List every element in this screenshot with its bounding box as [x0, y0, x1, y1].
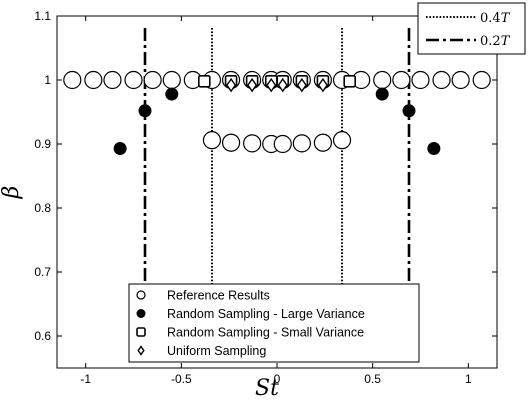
marker-reference — [136, 290, 146, 300]
y-tick-label: 0.7 — [34, 265, 51, 279]
marker-large-variance — [165, 87, 179, 101]
marker-legend: Reference Results Random Sampling - Large… — [128, 283, 420, 363]
data-markers — [63, 70, 491, 155]
marker-reference — [243, 134, 262, 153]
marker-small-variance — [136, 327, 146, 337]
x-tick-label: 0 — [274, 372, 281, 386]
marker-uniform — [277, 77, 288, 93]
marker-uniform — [226, 77, 237, 93]
x-tick-label: 0.5 — [364, 372, 381, 386]
marker-reference — [313, 133, 333, 152]
marker-reference — [472, 70, 491, 90]
reference-lines — [143, 28, 411, 288]
marker-small-variance — [343, 74, 356, 88]
legend-line-label: 0.4T — [480, 11, 511, 26]
marker-legend-box — [128, 283, 420, 363]
legend-entry: Random Sampling - Large Variance — [167, 307, 365, 321]
marker-reference — [292, 134, 311, 153]
x-tick-label: -0.5 — [171, 372, 192, 386]
marker-reference — [124, 70, 143, 90]
legend-entry: Uniform Sampling — [167, 344, 266, 358]
marker-reference — [162, 70, 181, 90]
y-tick-label: 1 — [44, 73, 51, 87]
marker-uniform — [296, 77, 307, 93]
marker-reference — [84, 70, 103, 90]
x-tick-label: 1 — [465, 372, 472, 386]
y-tick-label: 0.6 — [34, 329, 51, 343]
x-axis-label: St — [255, 376, 279, 400]
marker-reference — [411, 70, 430, 90]
marker-reference — [143, 70, 162, 90]
marker-reference — [63, 70, 82, 90]
legend-line-label: 0.2T — [480, 34, 511, 49]
marker-reference — [432, 70, 451, 90]
y-tick-label: 0.8 — [34, 201, 51, 215]
marker-large-variance — [427, 141, 441, 155]
marker-reference — [273, 134, 292, 154]
marker-reference — [332, 131, 352, 150]
marker-large-variance — [136, 309, 146, 318]
marker-reference — [221, 133, 241, 152]
line-legend-box — [417, 2, 526, 55]
y-axis-label: β — [0, 186, 24, 200]
marker-small-variance — [198, 74, 211, 88]
marker-reference — [202, 131, 222, 150]
marker-reference — [103, 70, 122, 90]
marker-uniform — [137, 345, 145, 356]
marker-reference — [392, 70, 411, 90]
marker-uniform — [266, 77, 277, 93]
x-tick-label: -1 — [80, 372, 91, 386]
axes: -1 -0.5 0 0.5 1 0.6 0.7 0.8 0.9 1 1.1 St β — [0, 9, 498, 400]
marker-uniform — [247, 77, 258, 93]
marker-large-variance — [138, 104, 152, 118]
marker-large-variance — [113, 141, 127, 155]
legend-entry: Random Sampling - Small Variance — [167, 326, 364, 340]
marker-uniform — [317, 77, 328, 93]
marker-reference — [373, 70, 392, 90]
y-tick-label: 1.1 — [34, 9, 51, 23]
marker-large-variance — [375, 87, 389, 101]
line-legend: 0.4T 0.2T — [417, 2, 526, 55]
marker-reference — [451, 70, 470, 90]
legend-entry: Reference Results — [167, 289, 270, 303]
marker-large-variance — [402, 104, 416, 118]
y-tick-label: 0.9 — [34, 137, 51, 151]
